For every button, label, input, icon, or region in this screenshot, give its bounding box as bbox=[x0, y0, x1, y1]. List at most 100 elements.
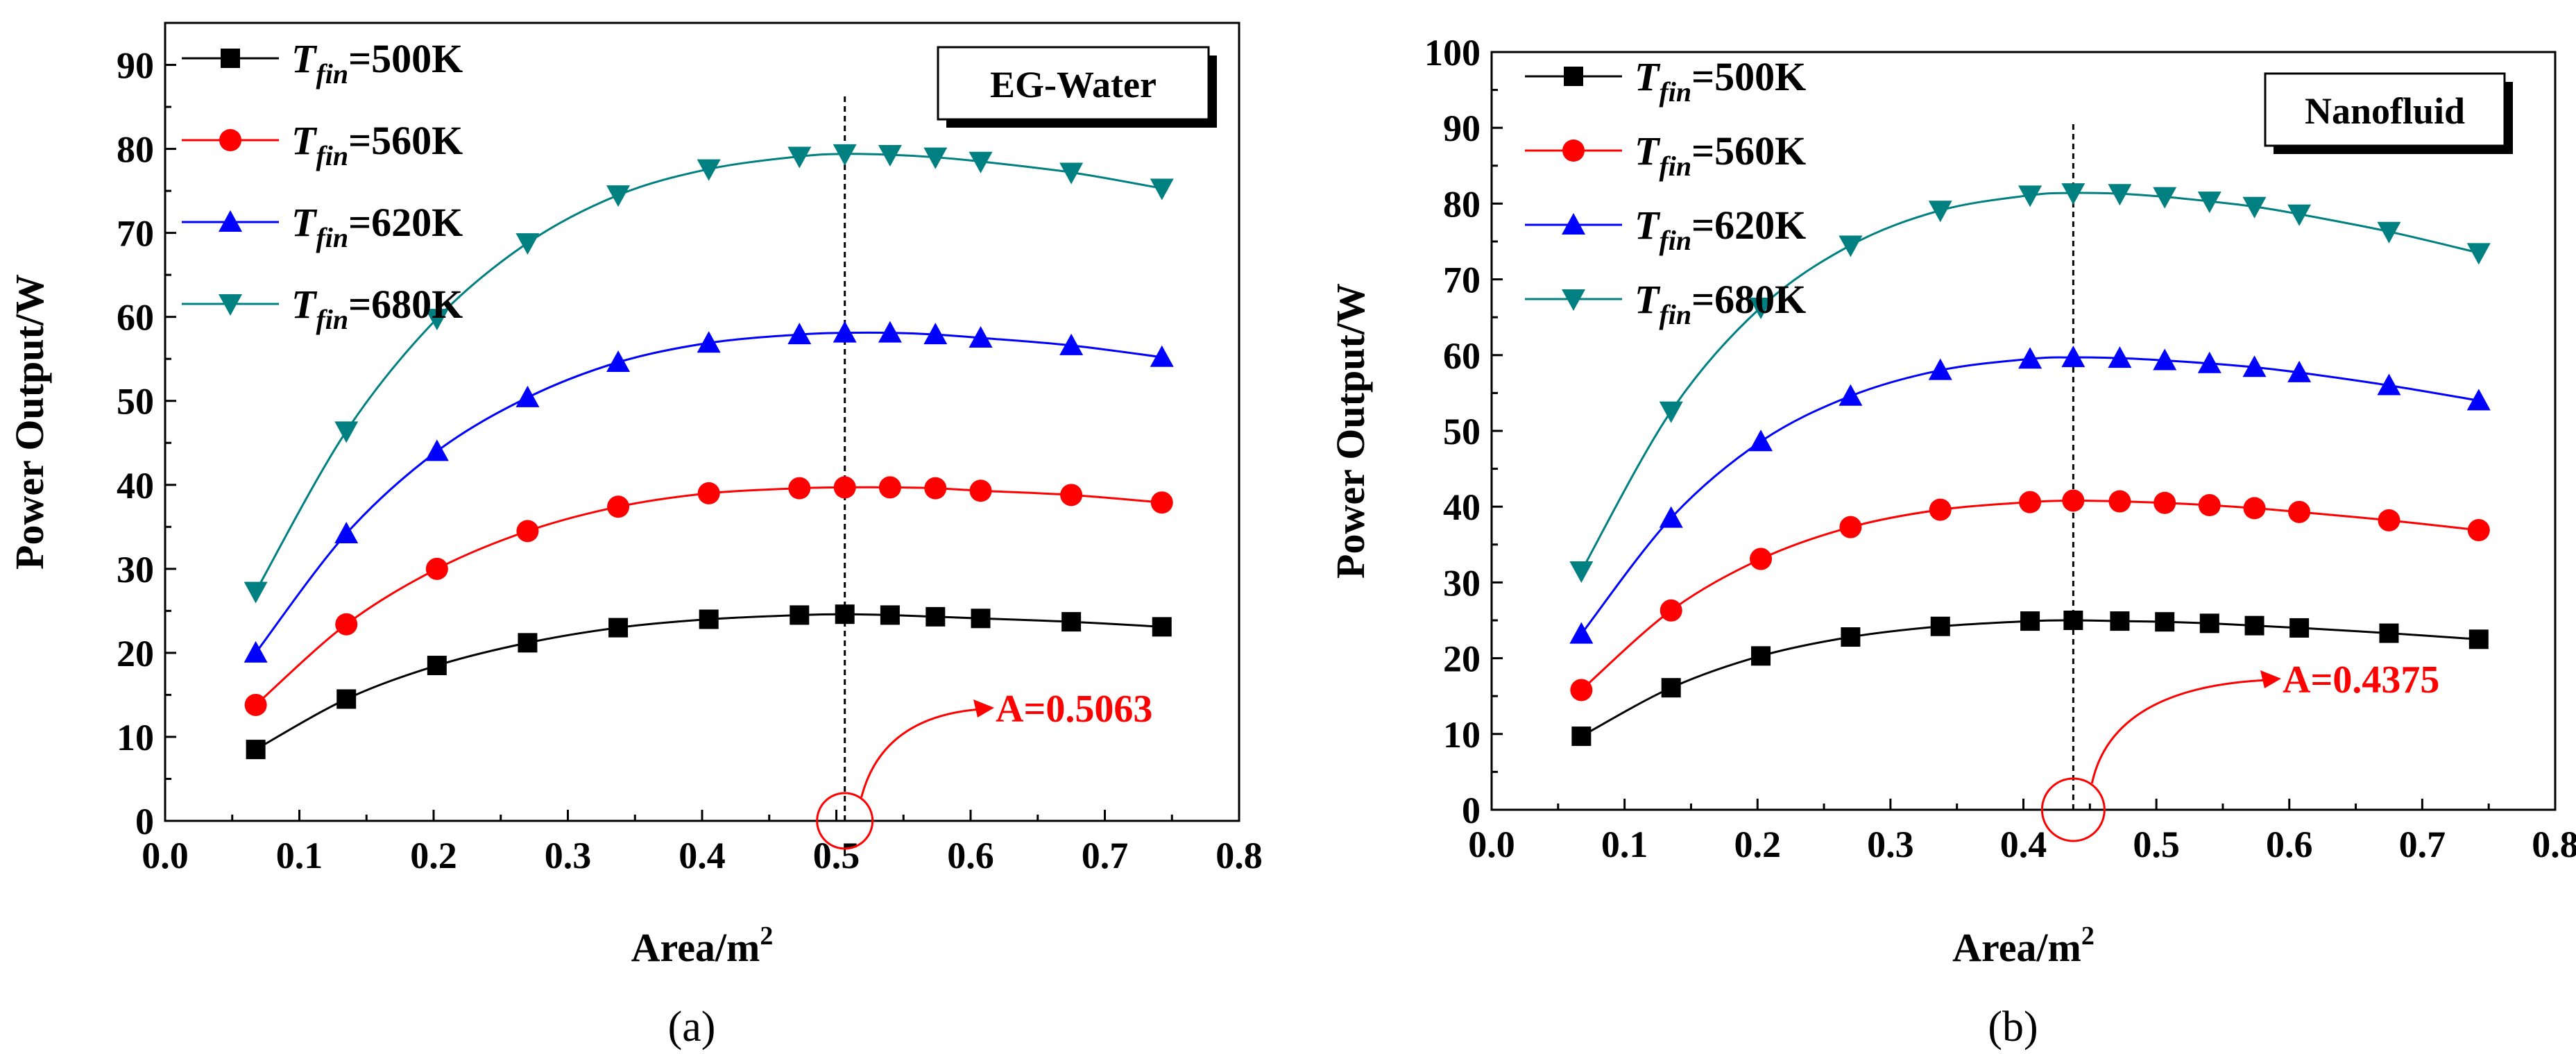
data-point-3 bbox=[2197, 192, 2221, 214]
data-point-0 bbox=[880, 605, 900, 625]
legend-value: =500K bbox=[1691, 54, 1806, 99]
legend-marker-2 bbox=[219, 210, 242, 232]
data-point-1 bbox=[788, 477, 811, 500]
data-point-1 bbox=[1570, 679, 1593, 702]
legend-marker-0 bbox=[1564, 67, 1583, 86]
y-tick-label: 70 bbox=[117, 213, 154, 255]
data-point-3 bbox=[2377, 221, 2401, 244]
data-point-1 bbox=[2288, 500, 2311, 523]
optimum-highlight-circle bbox=[2040, 777, 2106, 842]
data-point-1 bbox=[425, 557, 448, 580]
x-tick-label: 0.6 bbox=[2266, 824, 2313, 865]
annotation-arrowhead bbox=[973, 699, 994, 717]
annotation-arrow bbox=[2090, 679, 2269, 784]
data-point-2 bbox=[1839, 384, 1863, 406]
data-point-2 bbox=[334, 522, 359, 543]
series-line-1 bbox=[255, 486, 1162, 706]
data-point-3 bbox=[334, 421, 359, 443]
data-point-0 bbox=[336, 689, 357, 709]
data-point-2 bbox=[878, 321, 902, 343]
legend-value: =500K bbox=[348, 36, 463, 81]
data-point-3 bbox=[1659, 401, 1683, 423]
y-tick-label: 60 bbox=[117, 297, 154, 339]
y-tick-label: 10 bbox=[1443, 714, 1481, 756]
data-point-1 bbox=[244, 693, 267, 716]
legend-symbol: T bbox=[291, 36, 318, 81]
legend-entry-3: Tfin=680K bbox=[291, 282, 463, 335]
data-point-2 bbox=[1150, 345, 1174, 367]
y-tick-label: 60 bbox=[1443, 335, 1481, 377]
x-axis-label-superscript: 2 bbox=[2081, 921, 2095, 951]
legend-marker-0 bbox=[221, 49, 240, 68]
title-box bbox=[2264, 72, 2506, 147]
legend-symbol: T bbox=[1635, 277, 1661, 322]
y-tick-label: 20 bbox=[117, 633, 154, 674]
series-line-3 bbox=[1580, 192, 2480, 572]
data-point-1 bbox=[2062, 489, 2085, 512]
data-point-3 bbox=[2108, 184, 2132, 206]
data-point-2 bbox=[2061, 346, 2085, 368]
data-point-1 bbox=[335, 613, 358, 636]
legend-entry-2: Tfin=620K bbox=[291, 200, 463, 253]
x-tick-label: 0.6 bbox=[947, 835, 994, 876]
x-tick-label: 0.4 bbox=[2000, 824, 2047, 865]
data-point-0 bbox=[1061, 612, 1082, 632]
data-point-2 bbox=[1749, 430, 1773, 452]
y-tick-label: 90 bbox=[117, 45, 154, 87]
y-tick-label: 50 bbox=[117, 381, 154, 423]
data-point-0 bbox=[2020, 611, 2040, 631]
data-point-3 bbox=[833, 144, 857, 166]
legend-symbol: T bbox=[1635, 128, 1661, 173]
data-point-1 bbox=[2153, 491, 2176, 514]
x-tick-label: 0.5 bbox=[2133, 824, 2180, 865]
data-point-1 bbox=[1839, 516, 1862, 538]
x-tick-label: 0.1 bbox=[1601, 824, 1648, 865]
x-axis-label-superscript: 2 bbox=[760, 921, 773, 951]
data-point-3 bbox=[1749, 298, 1773, 320]
data-point-0 bbox=[1751, 646, 1771, 666]
data-point-3 bbox=[1839, 235, 1863, 257]
y-tick-label: 40 bbox=[1443, 486, 1481, 528]
x-tick-label: 0.4 bbox=[679, 835, 726, 876]
data-point-2 bbox=[2242, 355, 2267, 377]
data-point-1 bbox=[2198, 494, 2221, 517]
data-point-1 bbox=[516, 520, 539, 543]
data-point-3 bbox=[697, 159, 721, 181]
legend-value: =620K bbox=[1691, 203, 1806, 248]
y-tick-label: 100 bbox=[1424, 32, 1481, 74]
data-point-3 bbox=[878, 145, 902, 167]
data-point-0 bbox=[2110, 611, 2130, 631]
x-tick-label: 0.0 bbox=[1468, 824, 1515, 865]
x-tick-label: 0.0 bbox=[142, 835, 189, 876]
legend-marker-2 bbox=[1562, 213, 1585, 235]
data-point-3 bbox=[969, 151, 993, 173]
y-tick-label: 30 bbox=[1443, 562, 1481, 604]
x-tick-label: 0.8 bbox=[1216, 835, 1263, 876]
title-box-text: Nanofluid bbox=[2305, 90, 2465, 132]
data-point-3 bbox=[2061, 183, 2085, 205]
legend-subscript: fin bbox=[316, 140, 348, 171]
x-tick-label: 0.3 bbox=[545, 835, 592, 876]
data-point-2 bbox=[515, 385, 540, 407]
data-point-2 bbox=[244, 640, 268, 663]
data-point-2 bbox=[923, 323, 948, 345]
legend-subscript: fin bbox=[1659, 299, 1691, 330]
legend-marker-3 bbox=[1562, 289, 1585, 311]
y-tick-label: 20 bbox=[1443, 638, 1481, 680]
annotation-arrow bbox=[860, 708, 982, 798]
y-tick-label: 10 bbox=[117, 717, 154, 758]
x-tick-label: 0.7 bbox=[1082, 835, 1129, 876]
data-point-0 bbox=[1841, 627, 1861, 647]
data-point-0 bbox=[427, 656, 447, 676]
panel-label: (b) bbox=[1988, 1003, 2038, 1051]
data-point-0 bbox=[2468, 629, 2489, 649]
data-point-1 bbox=[1150, 491, 1173, 514]
data-point-0 bbox=[1930, 616, 1950, 636]
legend-symbol: T bbox=[1635, 203, 1661, 248]
legend-subscript: fin bbox=[316, 304, 348, 335]
data-point-3 bbox=[1928, 201, 1952, 223]
legend-entry-0: Tfin=500K bbox=[1635, 54, 1806, 108]
data-point-0 bbox=[2289, 618, 2310, 638]
data-point-3 bbox=[1150, 178, 1174, 201]
data-point-1 bbox=[2108, 490, 2131, 513]
